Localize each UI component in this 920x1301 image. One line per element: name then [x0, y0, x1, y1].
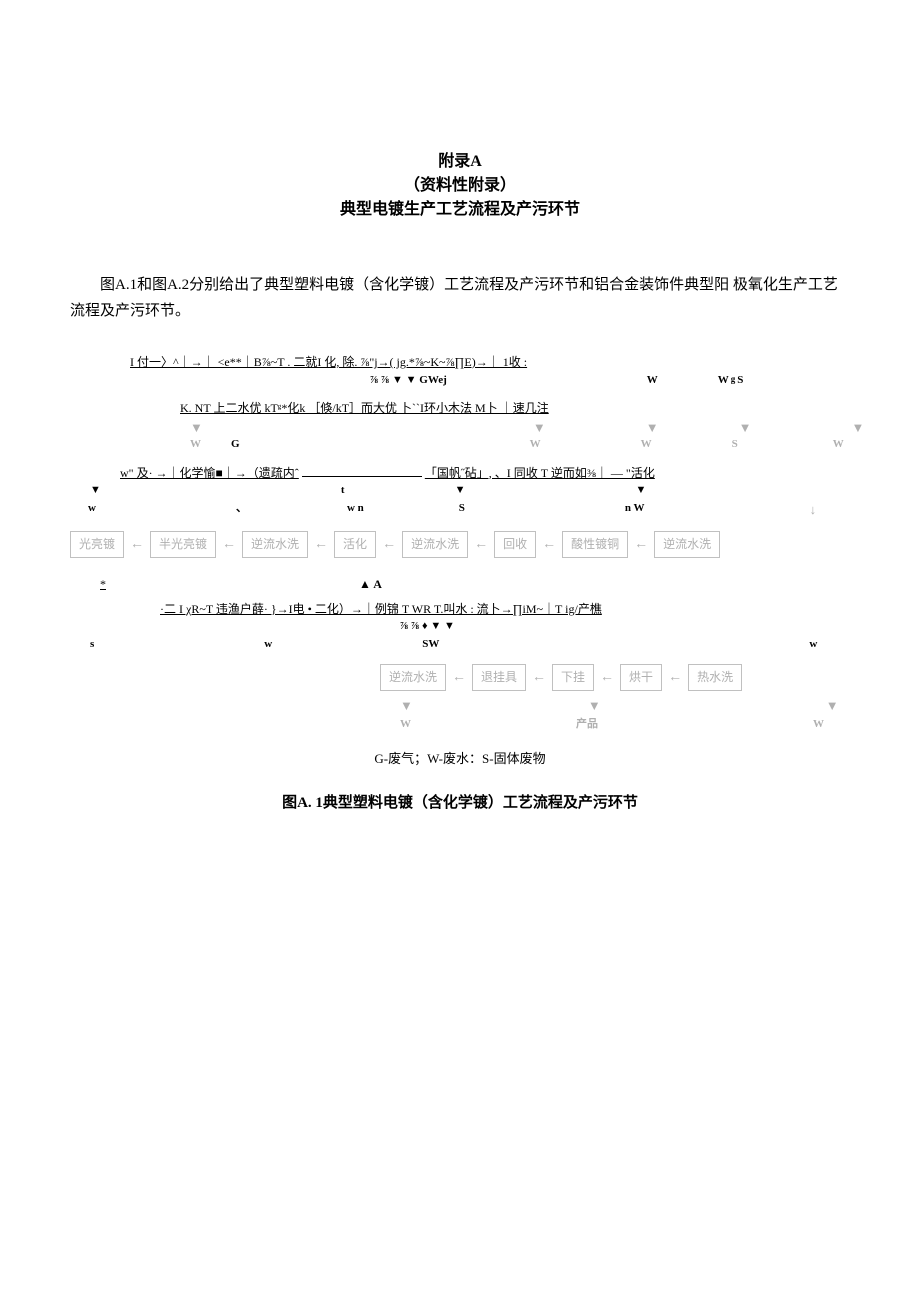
process-box: 热水洗	[688, 664, 742, 691]
down-arrow-icon: ▼	[455, 483, 466, 498]
star-marker: *	[100, 577, 106, 591]
header-line-1: 附录A	[70, 150, 850, 174]
left-arrow-icon: ←	[628, 535, 654, 555]
down-arrow-icon: ▼	[826, 697, 839, 715]
process-box: 退挂具	[472, 664, 526, 691]
label-w: w	[264, 637, 272, 652]
left-arrow-icon: ←	[536, 535, 562, 555]
process-box: 活化	[334, 531, 376, 558]
header-line-3: 典型电镀生产工艺流程及产污环节	[70, 198, 850, 222]
marker-s: S	[737, 373, 743, 388]
figure-legend: G-废气；W-废水：S-固体废物	[70, 750, 850, 768]
label-w: w	[88, 501, 96, 519]
label-nw: n W	[625, 501, 645, 519]
flow-row-1: I 付一〉^｜→｜ <e**｜B⅞~T . 二就I 化, 除. ⅞"j→( jg…	[130, 354, 850, 371]
flow-row-2: K. NT 上二水优 kTᵍ*化k ［倏/kT］而大优 卜``I环小木法 M卜 …	[180, 400, 850, 417]
process-box: 烘干	[620, 664, 662, 691]
bottom-label-row: W 产品 W	[400, 717, 850, 732]
left-arrow-icon: ←	[376, 535, 402, 555]
down-small-arrow-icon: ↓	[810, 501, 817, 519]
label-s: s	[90, 637, 94, 652]
left-arrow-icon: ←	[594, 668, 620, 688]
label-w: W	[641, 437, 652, 452]
label-g: G	[231, 437, 240, 452]
label-w: w	[809, 637, 817, 652]
process-box: 逆流水洗	[242, 531, 308, 558]
label-row-4: s w SW w	[70, 637, 850, 652]
flowchart-figure: I 付一〉^｜→｜ <e**｜B⅞~T . 二就I 化, 除. ⅞"j→( jg…	[70, 354, 850, 814]
process-box: 半光亮镀	[150, 531, 216, 558]
process-box: 光亮镀	[70, 531, 124, 558]
label-row-2: W G W W S W	[70, 437, 850, 452]
down-arrow-icon: ▼	[400, 697, 413, 715]
flow-row-3: w" 及· →｜化学愉■｜→（遗疏内ˆ 「国帆˝砧」, 、I 同收 T 逆而如⅜…	[120, 465, 850, 482]
marker-row-1: ⅞ ⅞ ▼ ▼ GWej W W g S	[70, 373, 850, 388]
marker-text: ⅞ ⅞ ▼ ▼ GWej	[370, 373, 447, 388]
triangle-marker: ▲ A	[359, 577, 382, 591]
process-box: 逆流水洗	[402, 531, 468, 558]
label-w: W	[190, 437, 201, 452]
label-wn: w n	[347, 501, 364, 519]
process-box: 逆流水洗	[380, 664, 446, 691]
process-box: 逆流水洗	[654, 531, 720, 558]
row3-part-a: w" 及· →｜化学愉■｜→（遗疏内ˆ	[120, 466, 299, 480]
down-arrow-icon: ▼	[190, 419, 203, 437]
down-arrow-icon: ▼	[533, 419, 546, 437]
left-arrow-icon: ←	[308, 535, 334, 555]
process-box: 酸性镀铜	[562, 531, 628, 558]
label-w: W	[813, 717, 824, 732]
marker-t: t	[341, 483, 345, 498]
marker-row-4: ⅞ ⅞ ♦ ▼ ▼	[70, 619, 850, 634]
left-arrow-icon: ←	[446, 668, 472, 688]
label-w: W	[530, 437, 541, 452]
down-arrow-icon: ▼	[90, 483, 101, 498]
marker-row-3: ▼ t ▼ ▼	[70, 483, 850, 498]
header-line-2: （资料性附录）	[70, 174, 850, 198]
label-product: 产品	[576, 717, 598, 732]
label-row-3: w 、 w n S n W ↓	[70, 501, 850, 519]
marker-w: W	[718, 373, 729, 388]
down-arrow-icon: ▼	[635, 483, 646, 498]
intro-paragraph: 图A.1和图A.2分别给出了典型塑料电镀（含化学镀）工艺流程及产污环节和铝合金装…	[70, 272, 850, 324]
left-arrow-icon: ←	[216, 535, 242, 555]
down-arrow-icon: ▼	[646, 419, 659, 437]
mid-markers: * ▲ A	[70, 576, 850, 593]
marker-g: g	[731, 373, 736, 388]
label-w: W	[400, 717, 411, 732]
row3-part-b: 「国帆˝砧」, 、I 同收 T 逆而如⅜｜ — "活化	[425, 466, 655, 480]
left-arrow-icon: ←	[468, 535, 494, 555]
down-arrow-icon: ▼	[588, 697, 601, 715]
down-arrow-icon: ▼	[852, 419, 865, 437]
left-arrow-icon: ←	[662, 668, 688, 688]
marker-w: W	[647, 373, 658, 388]
marker-row-2: ▼ ▼ ▼ ▼ ▼	[70, 419, 850, 437]
process-box-row-1: 光亮镀 ← 半光亮镀 ← 逆流水洗 ← 活化 ← 逆流水洗 ← 回收 ← 酸性镀…	[70, 531, 850, 558]
label-comma: 、	[236, 501, 247, 519]
bottom-arrow-row: ▼ ▼ ▼	[400, 697, 850, 715]
process-box: 下挂	[552, 664, 594, 691]
appendix-header: 附录A （资料性附录） 典型电镀生产工艺流程及产污环节	[70, 150, 850, 222]
marker-text: ⅞ ⅞ ♦ ▼ ▼	[400, 619, 455, 634]
down-arrow-icon: ▼	[739, 419, 752, 437]
process-box-row-2: 逆流水洗 ← 退挂具 ← 下挂 ← 烘干 ← 热水洗	[380, 664, 850, 691]
left-arrow-icon: ←	[526, 668, 552, 688]
figure-caption: 图A. 1典型塑料电镀（含化学镀）工艺流程及产污环节	[70, 793, 850, 814]
label-s: S	[732, 437, 738, 452]
label-sw: SW	[422, 637, 439, 652]
flow-row-4: ·二 I χR~T 违渔户薛· }→I电 • 二化）→｜例锦 T WR T.叫水…	[160, 601, 850, 618]
process-box: 回收	[494, 531, 536, 558]
left-arrow-icon: ←	[124, 535, 150, 555]
label-s: S	[459, 501, 465, 519]
row3-gap	[302, 476, 422, 477]
label-w: W	[833, 437, 844, 452]
